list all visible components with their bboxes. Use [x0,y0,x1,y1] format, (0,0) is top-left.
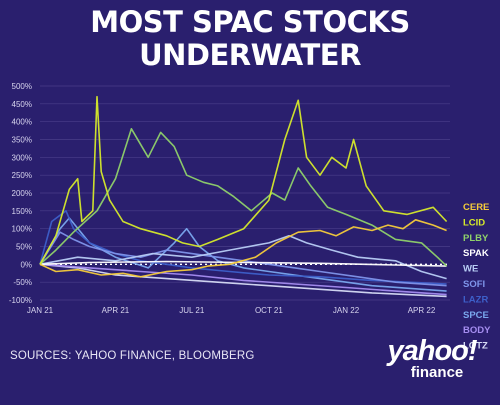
y-tick-label: 0% [20,260,32,269]
legend-label-we: WE [463,264,478,275]
series-line-lazr [39,210,447,285]
series-line-plby [39,128,448,267]
series-line-cere [39,219,447,278]
series-line-lcid [39,95,448,265]
yahoo-finance-logo: yahoo! finance [372,336,492,380]
x-tick-label: JAN 21 [27,306,54,315]
legend-label-lcid: LCID [463,217,485,228]
y-tick-label: 500% [12,82,32,91]
x-tick-label: JAN 22 [333,306,360,315]
y-tick-label: -100% [9,296,32,305]
y-tick-label: 250% [12,171,32,180]
x-tick-label: JUL 21 [179,306,205,315]
legend-label-lazr: LAZR [463,294,488,305]
chart-title-line-2: UNDERWATER [139,38,361,72]
legend-label-plby: PLBY [463,233,489,244]
y-tick-label: 100% [12,225,32,234]
y-tick-label: 450% [12,100,32,109]
logo-subtext: finance [410,364,464,381]
legend-label-lotz: LOTZ [463,341,488,352]
y-tick-label: 300% [12,153,32,162]
legend-label-sofi: SOFI [463,279,485,290]
x-tick-label: OCT 21 [255,306,283,315]
legend-label-body: BODY [463,325,491,336]
legend-label-cere: CERE [463,202,489,213]
logo-wordmark: yahoo! [387,335,477,367]
series-line-we [39,235,447,280]
y-tick-label: 200% [12,189,32,198]
y-tick-label: 150% [12,207,32,216]
x-tick-label: APR 21 [102,306,130,315]
series-line-body [39,263,447,296]
y-tick-label: 350% [12,136,32,145]
legend-label-spce: SPCE [463,310,489,321]
y-tick-label: 50% [16,243,32,252]
sources-text: SOURCES: YAHOO FINANCE, BLOOMBERG [10,350,255,362]
chart-title-line-1: MOST SPAC STOCKS [90,5,410,39]
y-tick-label: -50% [13,278,32,287]
series-line-lotz [39,263,447,298]
series-line-spak [39,260,447,267]
y-tick-label: 400% [12,118,32,127]
legend-label-spak: SPAK [463,248,489,259]
x-tick-label: APR 22 [408,306,436,315]
